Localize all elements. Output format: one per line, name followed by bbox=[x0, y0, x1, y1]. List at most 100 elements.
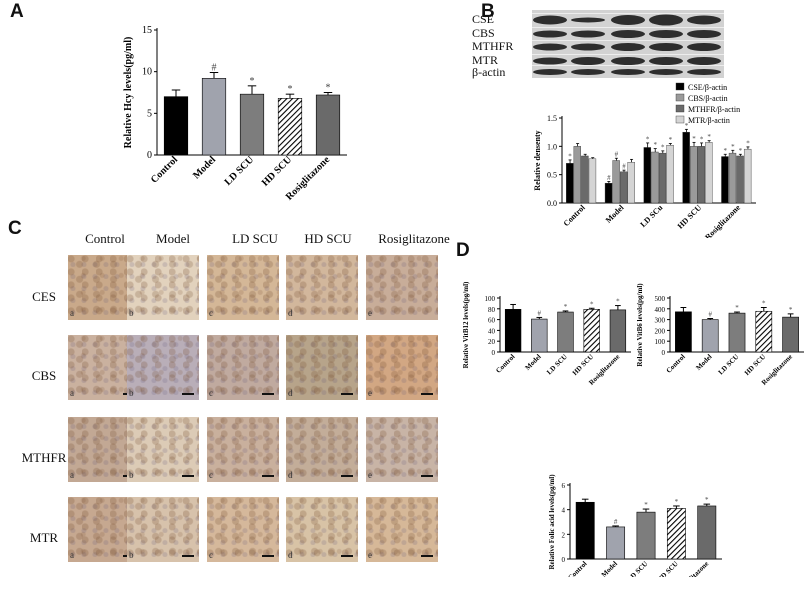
significance-mark: * bbox=[739, 147, 743, 155]
y-tick-label: 300 bbox=[655, 317, 666, 325]
histology-image: d bbox=[286, 417, 358, 482]
category-label: Model bbox=[524, 353, 543, 372]
significance-mark: # bbox=[622, 163, 626, 171]
y-tick-label: 5 bbox=[147, 108, 152, 119]
significance-mark: * bbox=[675, 498, 679, 506]
bar bbox=[504, 309, 522, 353]
histology-tile-letter: d bbox=[288, 550, 293, 560]
bar bbox=[697, 146, 705, 204]
legend-label: CBS/β-actin bbox=[688, 94, 728, 103]
scale-bar bbox=[262, 555, 274, 557]
blot-band bbox=[571, 43, 605, 51]
bar bbox=[575, 501, 595, 560]
bar bbox=[619, 171, 628, 204]
category-label: Control bbox=[665, 353, 687, 375]
bar bbox=[573, 146, 581, 204]
panel-label-a: A bbox=[10, 1, 24, 22]
significance-mark: * bbox=[616, 298, 620, 306]
significance-mark: * bbox=[705, 496, 709, 504]
scale-bar bbox=[421, 393, 433, 395]
histology-image: d bbox=[286, 335, 358, 400]
bar bbox=[604, 182, 613, 204]
blot-separator bbox=[532, 54, 724, 55]
bar bbox=[643, 147, 652, 204]
significance-mark: * bbox=[646, 135, 650, 143]
significance-mark: * bbox=[746, 139, 750, 147]
bar bbox=[612, 160, 620, 204]
histology-tile-letter: b bbox=[129, 550, 134, 560]
scale-bar bbox=[421, 555, 433, 557]
histology-image: b bbox=[127, 417, 199, 482]
category-label: Model bbox=[694, 353, 713, 372]
blot-band bbox=[571, 57, 605, 65]
bar bbox=[736, 155, 744, 204]
y-tick-label: 0 bbox=[562, 556, 566, 564]
blot-band bbox=[533, 43, 567, 51]
histology-row-mtr: MTR bbox=[29, 530, 59, 545]
histology-col-model: Model bbox=[156, 231, 190, 246]
bar bbox=[666, 508, 686, 560]
bar bbox=[682, 131, 690, 204]
significance-mark: * bbox=[669, 136, 673, 144]
histology-tile-letter: a bbox=[70, 308, 74, 318]
category-label: LD SCU bbox=[626, 560, 650, 577]
y-tick-label: 60 bbox=[488, 317, 496, 325]
bar bbox=[588, 158, 597, 204]
scale-bar bbox=[341, 475, 353, 477]
y-tick-label: 100 bbox=[485, 295, 496, 303]
blot-band bbox=[687, 69, 721, 75]
category-label: LD SCu bbox=[638, 203, 664, 229]
blot-label-mtr: MTR bbox=[472, 53, 499, 67]
bar bbox=[557, 311, 574, 353]
bar bbox=[636, 511, 656, 560]
histology-tile-letter: a bbox=[70, 470, 74, 480]
blot-band bbox=[611, 69, 645, 75]
significance-mark: # bbox=[607, 174, 611, 182]
significance-mark: * bbox=[731, 143, 735, 151]
blot-separator bbox=[532, 40, 724, 41]
histology-image: c bbox=[207, 417, 279, 482]
blot-band bbox=[649, 43, 683, 51]
western-blot-image bbox=[532, 10, 724, 78]
significance-mark: * bbox=[288, 84, 293, 95]
panel-label-d: D bbox=[456, 240, 470, 261]
blot-label-cbs: CBS bbox=[472, 26, 495, 40]
histology-image: b bbox=[127, 497, 199, 562]
y-tick-label: 20 bbox=[488, 338, 496, 346]
y-tick-label: 0.0 bbox=[547, 199, 557, 208]
histology-tile-letter: e bbox=[368, 388, 372, 398]
significance-mark: * bbox=[762, 300, 766, 308]
significance-mark: * bbox=[692, 135, 696, 143]
bar bbox=[782, 316, 799, 353]
blot-band bbox=[649, 69, 683, 75]
y-tick-label: 10 bbox=[142, 67, 152, 78]
legend-swatch bbox=[675, 82, 685, 91]
legend-swatch bbox=[675, 104, 685, 113]
significance-mark: * bbox=[661, 143, 665, 151]
legend-swatch bbox=[675, 115, 685, 124]
blot-band bbox=[687, 43, 721, 51]
y-tick-label: 0.5 bbox=[547, 171, 557, 180]
histology-image: b bbox=[127, 255, 199, 320]
bar bbox=[606, 526, 626, 560]
histology-col-hd-scu: HD SCU bbox=[304, 231, 352, 246]
scale-bar bbox=[421, 475, 433, 477]
y-tick-label: 100 bbox=[655, 338, 666, 346]
significance-mark: # bbox=[708, 311, 712, 319]
scale-bar bbox=[262, 393, 274, 395]
significance-mark: * bbox=[724, 147, 728, 155]
histology-row-cbs: CBS bbox=[31, 368, 57, 383]
histology-image: e bbox=[366, 417, 438, 482]
legend-swatch bbox=[675, 93, 685, 102]
significance-mark: * bbox=[700, 135, 704, 143]
blot-band bbox=[687, 30, 721, 38]
y-tick-label: 400 bbox=[655, 306, 666, 314]
blot-band bbox=[533, 69, 567, 75]
histology-col-control: Control bbox=[85, 231, 125, 246]
histology-row-ces: CES bbox=[32, 289, 56, 304]
significance-mark: # bbox=[615, 151, 619, 159]
significance-mark: * bbox=[644, 501, 648, 509]
y-tick-label: 40 bbox=[488, 327, 496, 335]
histology-tile-letter: a bbox=[70, 550, 74, 560]
bar bbox=[728, 312, 746, 353]
